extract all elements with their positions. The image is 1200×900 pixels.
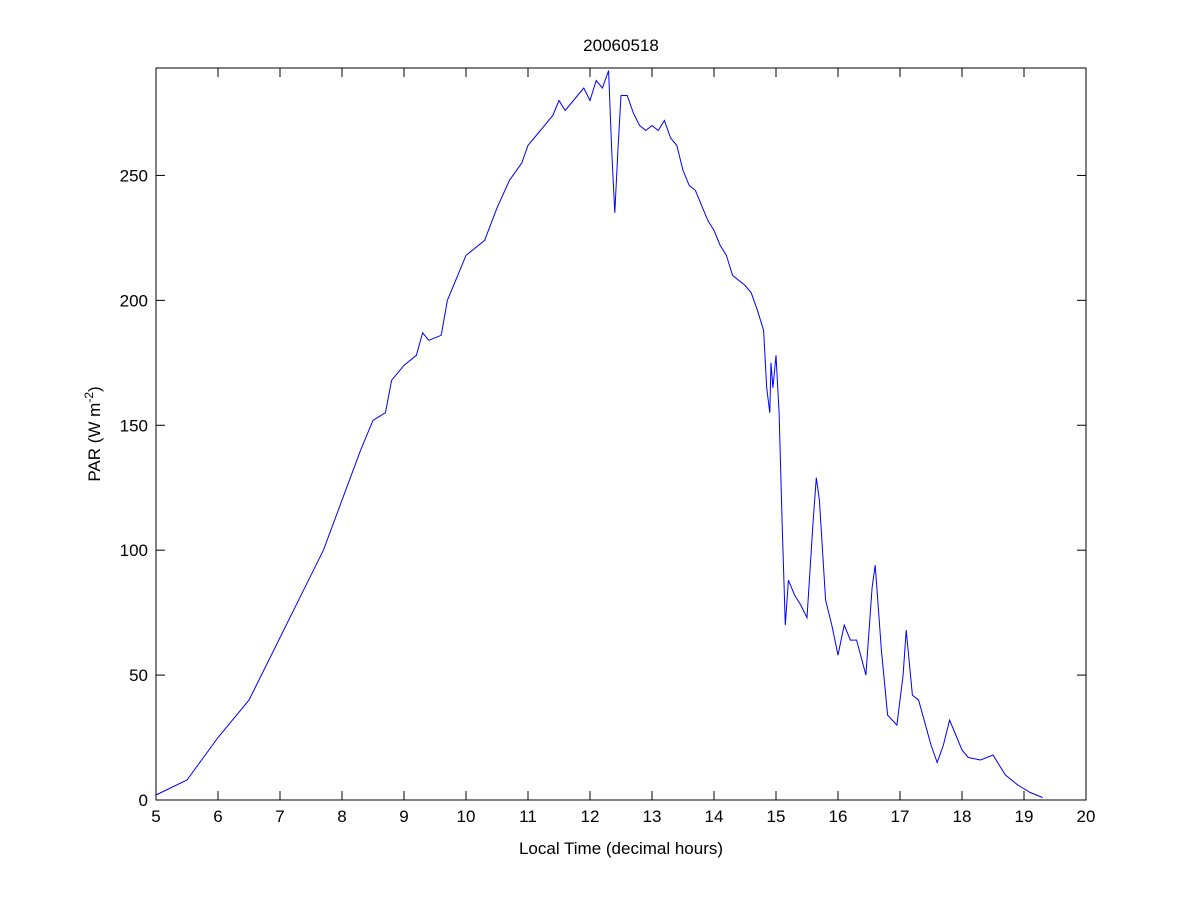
x-tick-label: 15 [767, 807, 786, 826]
x-tick-labels: 5 6 7 8 9 10 11 12 13 14 15 16 17 18 19 20 [151, 807, 1095, 826]
y-axis-label-suffix: ) [85, 386, 104, 392]
par-series-line [155, 70, 1043, 798]
x-tick-label: 20 [1077, 807, 1096, 826]
x-tick-label: 13 [643, 807, 662, 826]
y-axis-label-superscript: -2 [82, 392, 96, 403]
plot-area [155, 67, 1087, 801]
x-tick-label: 19 [1015, 807, 1034, 826]
chart-title: 20060518 [583, 36, 659, 55]
x-tick-label: 12 [581, 807, 600, 826]
y-tick-label: 250 [120, 166, 148, 185]
x-tick-label: 16 [829, 807, 848, 826]
x-tick-label: 11 [519, 807, 537, 826]
y-axis-label: PAR (W m-2) [82, 386, 104, 481]
x-tick-label: 7 [275, 807, 284, 826]
y-axis-label-text: PAR (W m [85, 403, 104, 482]
y-tick-labels: 0 50 100 150 200 250 [120, 166, 148, 810]
y-tick-label: 50 [129, 666, 148, 685]
x-tick-label: 10 [457, 807, 476, 826]
x-tick-label: 6 [213, 807, 222, 826]
x-tick-label: 8 [337, 807, 346, 826]
y-tick-label: 200 [120, 291, 148, 310]
y-tick-label: 150 [120, 416, 148, 435]
x-tick-label: 17 [891, 807, 910, 826]
y-tick-label: 100 [120, 541, 148, 560]
y-tick-label: 0 [139, 791, 148, 810]
x-tick-label: 5 [151, 807, 160, 826]
x-tick-label: 14 [705, 807, 724, 826]
x-axis-label: Local Time (decimal hours) [519, 839, 723, 858]
x-tick-label: 9 [399, 807, 408, 826]
axis-ticks [155, 68, 1087, 801]
x-tick-label: 18 [953, 807, 972, 826]
